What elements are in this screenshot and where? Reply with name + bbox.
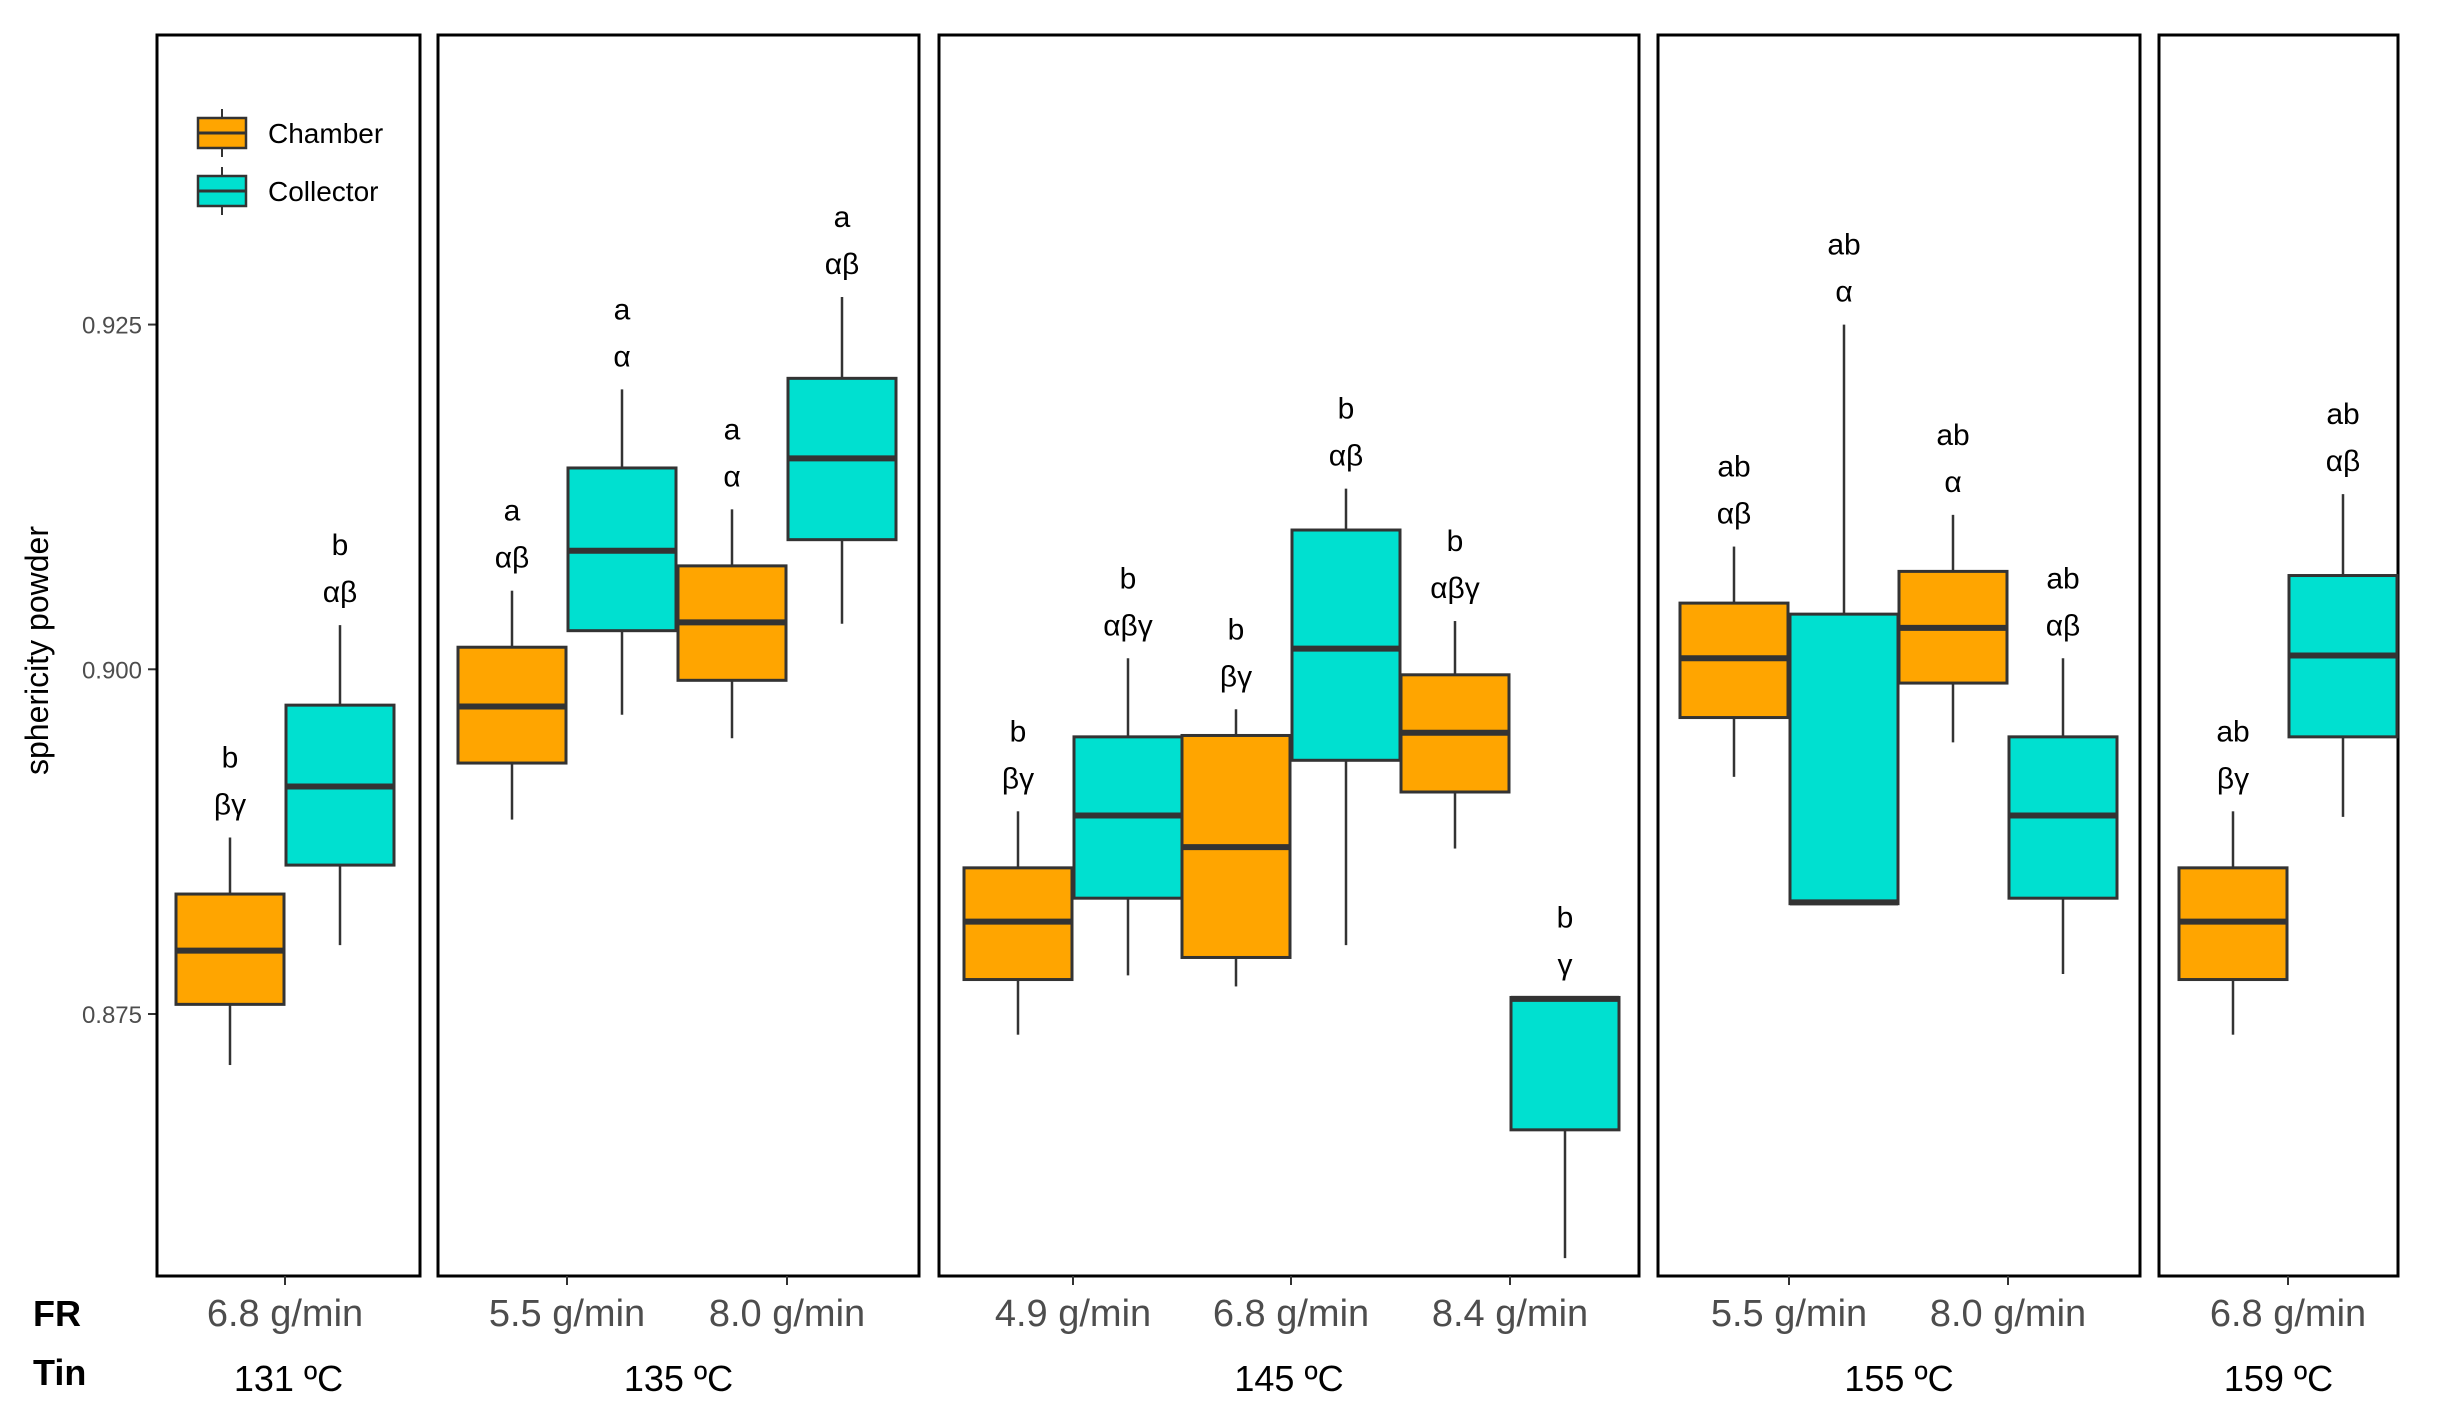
fr-label-4-0: 6.8 g/min (2210, 1293, 2366, 1335)
letters-latin-3-1-0: ab (1936, 419, 1969, 452)
panel-frame-2 (937, 33, 1641, 1278)
letters-greek-2-1-1: αβ (1329, 440, 1364, 473)
letters-greek-2-1-0: βγ (1220, 660, 1252, 693)
letters-latin-2-2-1: b (1557, 901, 1574, 934)
letters-latin-1-0-0: a (504, 495, 521, 528)
letters-latin-4-0-1: ab (2326, 398, 2359, 431)
box-3-0-1 (1788, 612, 1900, 906)
letters-latin-3-1-1: ab (2046, 562, 2079, 595)
y-tick-label-1: 0.900 (82, 657, 142, 684)
letters-greek-3-1-1: αβ (2046, 609, 2081, 642)
fr-label-3-1: 8.0 g/min (1930, 1293, 2086, 1335)
letters-greek-1-1-0: α (723, 460, 740, 493)
letters-latin-1-1-1: a (834, 201, 851, 234)
fr-label-2-0: 4.9 g/min (995, 1293, 1151, 1335)
letters-latin-3-0-0: ab (1717, 451, 1750, 484)
letters-latin-0-0-1: b (332, 529, 349, 562)
letters-greek-0-0-1: αβ (323, 576, 358, 609)
y-tick-label-0: 0.875 (82, 1002, 142, 1029)
letters-latin-2-1-1: b (1338, 393, 1355, 426)
letters-greek-2-2-1: γ (1558, 948, 1573, 981)
fr-label-2-2: 8.4 g/min (1432, 1293, 1588, 1335)
tin-label-0: 131 ºC (234, 1358, 343, 1399)
letters-latin-2-2-0: b (1447, 525, 1464, 558)
letters-latin-2-0-1: b (1120, 562, 1137, 595)
letters-greek-1-0-1: α (613, 340, 630, 373)
panel-frame-1 (436, 33, 921, 1278)
letters-greek-3-1-0: α (1944, 466, 1961, 499)
fr-label-3-0: 5.5 g/min (1711, 1293, 1867, 1335)
letters-latin-3-0-1: ab (1827, 229, 1860, 262)
box-2-2-1 (1509, 995, 1621, 1132)
tin-label-1: 135 ºC (624, 1358, 733, 1399)
fr-label-1-0: 5.5 g/min (489, 1293, 645, 1335)
letters-greek-1-0-0: αβ (495, 542, 530, 575)
fr-label-0-0: 6.8 g/min (207, 1293, 363, 1335)
fr-label-1-1: 8.0 g/min (709, 1293, 865, 1335)
letters-greek-2-0-0: βγ (1002, 762, 1034, 795)
tin-label-4: 159 ºC (2224, 1358, 2333, 1399)
letters-latin-0-0-0: b (222, 742, 239, 775)
panel-frame-0 (155, 33, 422, 1278)
legend-label-1: Collector (268, 176, 378, 207)
letters-greek-1-1-1: αβ (825, 248, 860, 281)
letters-greek-3-0-0: αβ (1717, 498, 1752, 531)
letters-latin-2-0-0: b (1010, 715, 1027, 748)
row-title-fr: FR (33, 1293, 81, 1334)
letters-latin-1-0-1: a (614, 293, 631, 326)
letters-greek-0-0-0: βγ (214, 789, 246, 822)
fr-label-2-1: 6.8 g/min (1213, 1293, 1369, 1335)
letters-latin-4-0-0: ab (2216, 715, 2249, 748)
letters-greek-2-2-0: αβγ (1430, 572, 1480, 605)
legend-label-0: Chamber (268, 118, 383, 149)
letters-latin-1-1-0: a (724, 413, 741, 446)
letters-greek-4-0-1: αβ (2326, 445, 2361, 478)
letters-greek-3-0-1: α (1835, 276, 1852, 309)
letters-greek-2-0-1: αβγ (1103, 609, 1153, 642)
row-title-tin: Tin (33, 1352, 86, 1393)
box-2-1-1 (1290, 528, 1402, 762)
panel-frame-3 (1656, 33, 2142, 1278)
letters-greek-4-0-0: βγ (2217, 762, 2249, 795)
tin-label-3: 155 ºC (1844, 1358, 1953, 1399)
letters-latin-2-1-0: b (1228, 613, 1245, 646)
y-tick-label-2: 0.925 (82, 313, 142, 340)
y-axis-title: sphericity powder (19, 526, 55, 775)
tin-label-2: 145 ºC (1234, 1358, 1343, 1399)
